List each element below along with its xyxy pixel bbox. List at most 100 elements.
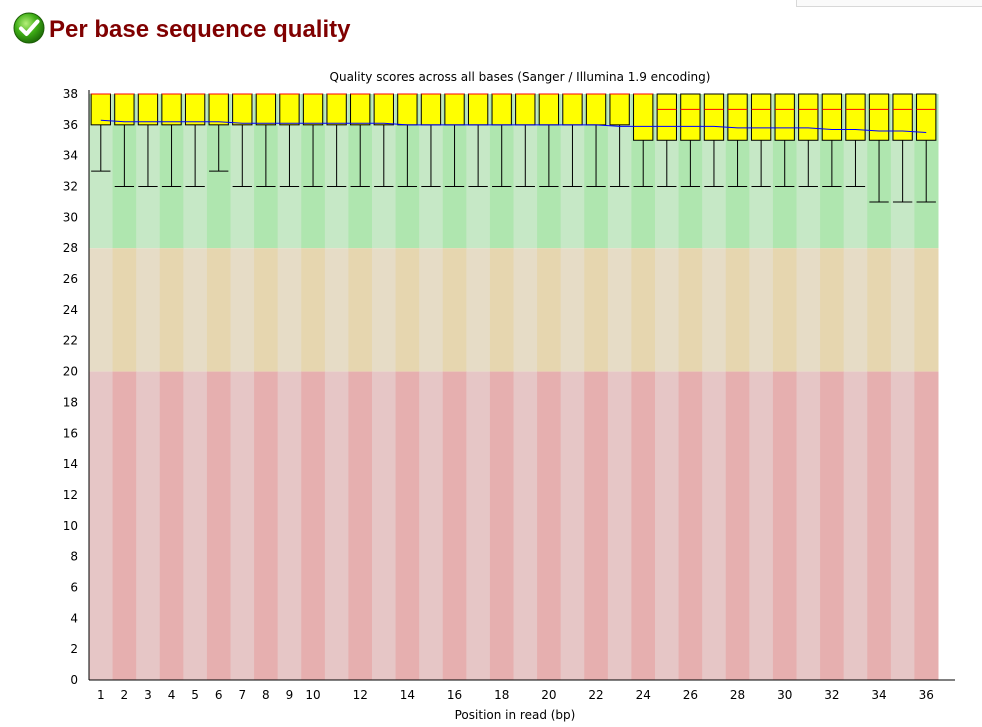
band-reasonable-cell bbox=[655, 248, 680, 372]
band-poor-cell bbox=[395, 371, 420, 680]
band-poor-cell bbox=[631, 371, 656, 680]
quality-boxplot-chart: Quality scores across all bases (Sanger … bbox=[63, 70, 955, 722]
band-poor-cell bbox=[584, 371, 609, 680]
y-tick-label: 2 bbox=[70, 642, 78, 656]
page-title: Per base sequence quality bbox=[49, 16, 351, 43]
band-reasonable-cell bbox=[702, 248, 727, 372]
band-poor-cell bbox=[820, 371, 845, 680]
box bbox=[208, 93, 229, 126]
box bbox=[114, 93, 135, 126]
band-poor-cell bbox=[324, 371, 349, 680]
band-reasonable-cell bbox=[348, 248, 373, 372]
band-reasonable-cell bbox=[324, 248, 349, 372]
band-reasonable-cell bbox=[254, 248, 279, 372]
box-position-8 bbox=[255, 93, 277, 188]
y-tick-label: 20 bbox=[63, 365, 78, 379]
x-axis-label: Position in read (bp) bbox=[455, 708, 576, 722]
box bbox=[444, 93, 465, 126]
box bbox=[633, 93, 654, 141]
band-reasonable-cell bbox=[584, 248, 609, 372]
band-reasonable-cell bbox=[277, 248, 302, 372]
y-tick-label: 34 bbox=[63, 149, 78, 163]
box-position-30 bbox=[774, 93, 795, 188]
box-position-22 bbox=[585, 93, 607, 188]
band-reasonable-cell bbox=[230, 248, 255, 372]
box bbox=[798, 93, 819, 141]
band-reasonable-cell bbox=[914, 248, 939, 372]
box bbox=[491, 93, 512, 126]
y-tick-label: 22 bbox=[63, 334, 78, 348]
band-poor-cell bbox=[843, 371, 868, 680]
band-reasonable-cell bbox=[372, 248, 397, 372]
x-tick-label: 22 bbox=[588, 688, 603, 702]
band-reasonable-cell bbox=[395, 248, 420, 372]
box bbox=[326, 93, 347, 126]
band-poor-cell bbox=[725, 371, 750, 680]
band-reasonable-cell bbox=[89, 248, 114, 372]
box bbox=[397, 93, 418, 126]
band-poor-cell bbox=[489, 371, 514, 680]
y-tick-label: 0 bbox=[70, 673, 78, 687]
y-tick-label: 12 bbox=[63, 488, 78, 502]
chart-title: Quality scores across all bases (Sanger … bbox=[330, 70, 711, 84]
box-position-3 bbox=[137, 93, 159, 188]
box bbox=[161, 93, 182, 126]
box bbox=[562, 93, 583, 126]
band-reasonable-cell bbox=[442, 248, 467, 372]
y-tick-label: 36 bbox=[63, 118, 78, 132]
band-reasonable-cell bbox=[796, 248, 821, 372]
band-poor-cell bbox=[442, 371, 467, 680]
band-poor-cell bbox=[655, 371, 680, 680]
band-reasonable-cell bbox=[725, 248, 750, 372]
band-reasonable-cell bbox=[466, 248, 491, 372]
box-position-36 bbox=[916, 93, 937, 203]
box-position-35 bbox=[892, 93, 913, 203]
y-tick-label: 10 bbox=[63, 519, 78, 533]
x-tick-label: 9 bbox=[286, 688, 294, 702]
box-position-13 bbox=[373, 93, 394, 188]
box bbox=[302, 93, 324, 126]
top-tab-edge bbox=[796, 0, 982, 7]
x-tick-label: 30 bbox=[777, 688, 792, 702]
boxes bbox=[90, 93, 937, 203]
band-poor-cell bbox=[607, 371, 632, 680]
box-position-1 bbox=[90, 93, 111, 172]
x-tick-label: 32 bbox=[824, 688, 839, 702]
box-position-11 bbox=[326, 93, 347, 188]
band-reasonable-cell bbox=[419, 248, 444, 372]
band-poor-cell bbox=[914, 371, 939, 680]
box bbox=[585, 93, 607, 126]
box bbox=[656, 93, 677, 141]
band-reasonable-cell bbox=[631, 248, 656, 372]
box-position-33 bbox=[845, 93, 866, 188]
box-position-28 bbox=[727, 93, 748, 188]
band-poor-cell bbox=[136, 371, 161, 680]
x-tick-label: 14 bbox=[400, 688, 415, 702]
x-tick-label: 36 bbox=[919, 688, 934, 702]
box bbox=[750, 93, 772, 141]
x-tick-label: 34 bbox=[871, 688, 886, 702]
box-position-25 bbox=[656, 93, 677, 188]
box-position-5 bbox=[184, 93, 206, 188]
box bbox=[184, 93, 206, 126]
band-poor-cell bbox=[702, 371, 727, 680]
box bbox=[703, 93, 725, 141]
band-poor-cell bbox=[159, 371, 184, 680]
x-tick-label: 3 bbox=[144, 688, 152, 702]
band-reasonable-cell bbox=[301, 248, 326, 372]
box-position-16 bbox=[444, 93, 465, 188]
y-tick-label: 24 bbox=[63, 303, 78, 317]
band-reasonable-cell bbox=[867, 248, 892, 372]
box bbox=[845, 93, 866, 141]
band-reasonable-cell bbox=[772, 248, 797, 372]
box bbox=[892, 93, 913, 141]
band-reasonable-cell bbox=[159, 248, 184, 372]
box-position-7 bbox=[232, 93, 253, 188]
box bbox=[868, 93, 890, 141]
box-position-6 bbox=[208, 93, 229, 172]
x-tick-label: 18 bbox=[494, 688, 509, 702]
box-position-34 bbox=[868, 93, 890, 203]
box bbox=[137, 93, 159, 126]
band-poor-cell bbox=[206, 371, 231, 680]
